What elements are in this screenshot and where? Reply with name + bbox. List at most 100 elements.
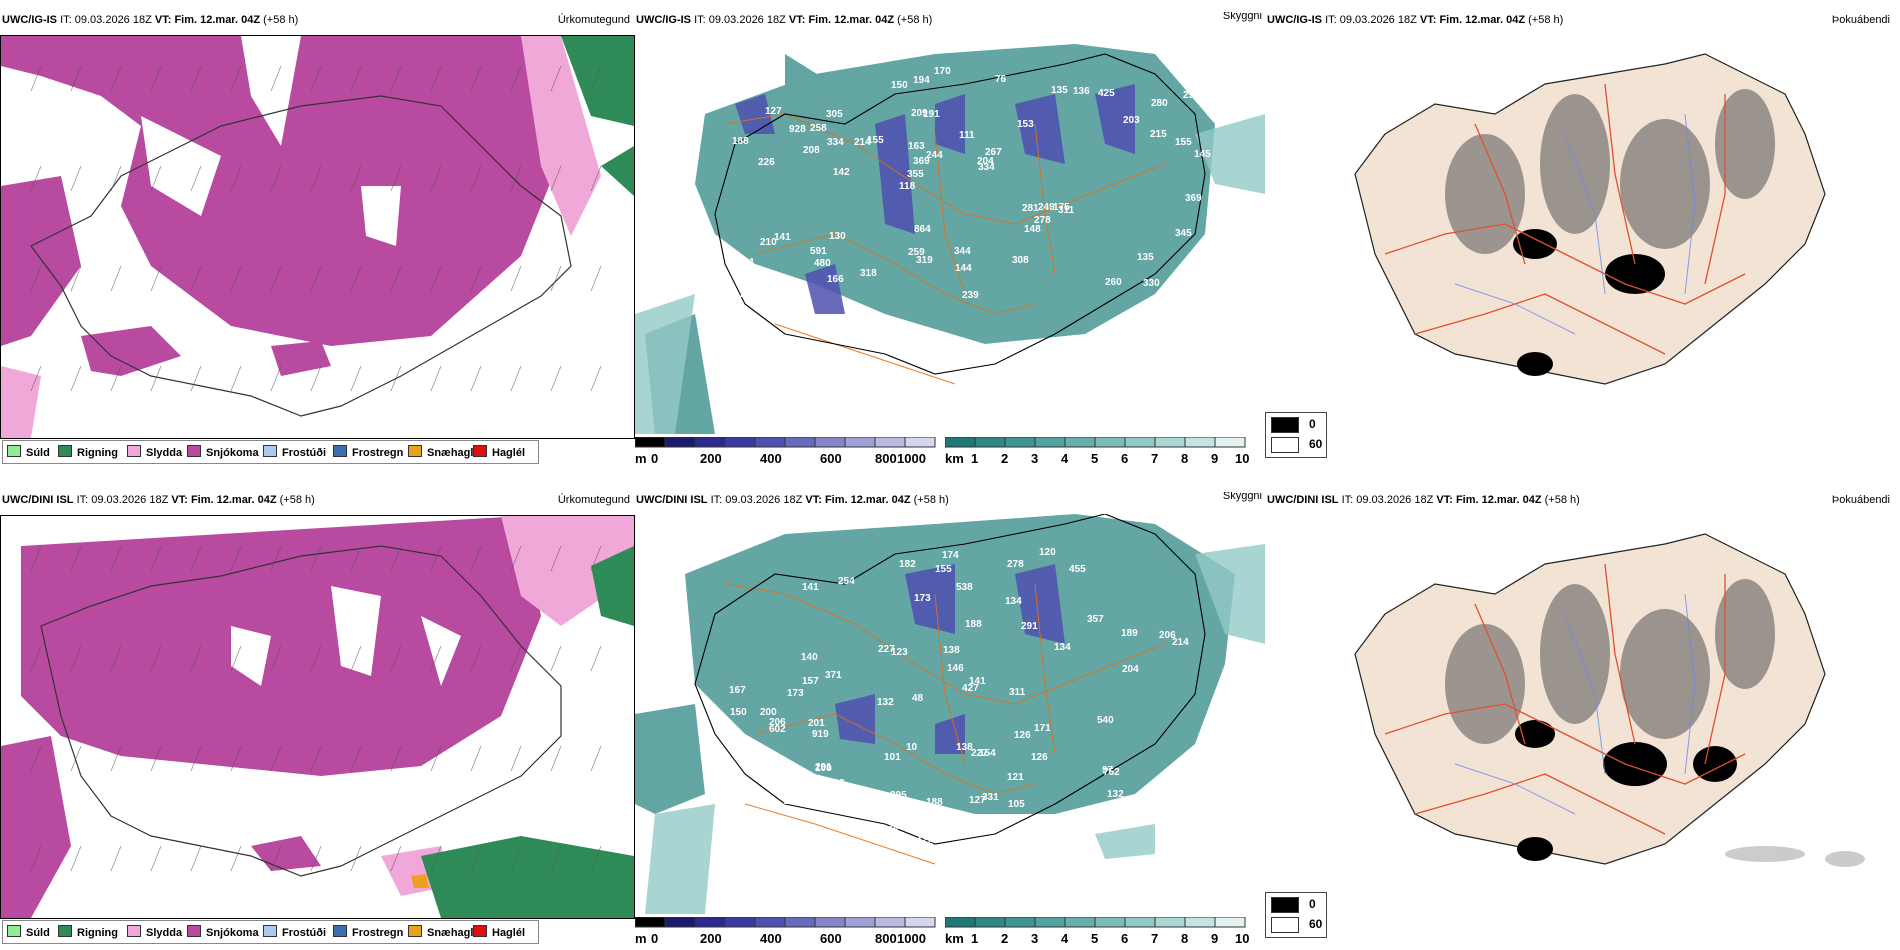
visibility-value-label: 170 [934,66,951,77]
visibility-value-label: 163 [908,141,925,152]
visibility-value-label: 278 [1007,559,1024,570]
panel-title: Þokuábendi [1831,494,1890,506]
visibility-value-label: 197 [740,70,757,81]
legend-item-snjokoma: Snjókoma [187,925,259,939]
model-name: UWC/DINI ISL [636,494,708,506]
fog-legend: 0 60 [1265,892,1327,938]
legend-swatch [408,925,422,937]
fog-legend-swatch [1271,896,1299,913]
visibility-value-label: 191 [923,109,940,120]
visibility-value-label: 142 [833,167,850,178]
visibility-value-label: 255 [779,285,796,296]
colorbar-km-swatches [945,437,1246,448]
visibility-value-label: 297 [784,796,801,807]
visibility-value-label: 345 [1175,228,1192,239]
legend-swatch [333,925,347,937]
visibility-value-label: 214 [854,137,871,148]
colorbar-tick: 3 [1031,451,1039,465]
visibility-value-label: 150 [891,80,908,91]
visibility-value-label: 174 [942,550,959,561]
legend-item-slydda: Slydda [127,925,182,939]
colorbar-tick: 200 [700,451,722,465]
colorbar-tick: 800 [875,451,897,465]
legend-item-rigning: Rigning [58,925,118,939]
visibility-map: 297 455 254 357 227 371 919 291 189 134 200 174 126 4… [635,514,1265,914]
visibility-value-label: 157 [802,676,819,687]
visibility-value-label: 100 [815,763,832,774]
legend-swatch [127,445,141,457]
visibility-value-label: 318 [860,268,877,279]
visibility-value-label: 105 [1008,799,1025,810]
visibility-value-label: 295 [890,790,907,801]
model-name: UWC/IG-IS [636,14,691,26]
visibility-value-label: 319 [916,255,933,266]
visibility-value-label: 331 [982,792,999,803]
colorbar-tick: 6 [1121,931,1129,945]
fog-panel-0: UWC/IG-IS IT: 09.03.2026 18Z VT: Fim. 12… [1265,12,1900,465]
visibility-value-label: 357 [1087,614,1104,625]
panel-title: Þokuábendi [1831,14,1890,26]
legend-item-snaehagl: Snæhagl [408,445,473,459]
precip-type-panel-1: UWC/DINI ISL IT: 09.03.2026 18Z VT: Fim.… [0,492,635,945]
visibility-value-label: 239 [748,830,765,841]
fog-legend-swatch [1271,436,1299,453]
legend-item-snjokoma: Snjókoma [187,445,259,459]
precip-legend: Súld Rigning Slydda Snjókoma Frostúði Fr… [2,440,539,464]
colorbar-tick: 3 [1031,931,1039,945]
visibility-label-group: 297 455 254 357 227 371 919 291 189 134 200 174 126 4… [729,547,1189,847]
colorbar-tick: 8 [1181,931,1189,945]
legend-swatch [127,925,141,937]
visibility-value-label: 188 [965,619,982,630]
fog-legend-item: 0 [1271,896,1316,913]
colorbar-unit: km [945,931,964,945]
panel-header: UWC/IG-IS IT: 09.03.2026 18Z VT: Fim. 12… [1267,14,1564,26]
visibility-value-label: 260 [1105,277,1122,288]
colorbar-m-swatches [635,437,936,448]
visibility-value-label: 127 [969,795,986,806]
colorbar-tick: 8 [1181,451,1189,465]
visibility-value-label: 141 [802,582,819,593]
model-name: UWC/IG-IS [1267,14,1322,26]
panel-header: UWC/IG-IS IT: 09.03.2026 18Z VT: Fim. 12… [636,14,933,26]
visibility-value-label: 752 [1103,767,1120,778]
visibility-value-label: 233 [740,289,757,300]
colorbar-m: m 0 200 400 600 800 1000 [635,437,945,465]
visibility-value-label: 188 [926,797,943,808]
visibility-value-label: 141 [969,676,986,687]
colorbar-tick: 7 [1151,451,1159,465]
colorbar-tick: 9 [1211,931,1219,945]
visibility-value-label: 141 [774,232,791,243]
visibility-value-label: 472 [916,836,933,847]
legend-swatch [187,445,201,457]
visibility-value-label: 167 [729,685,746,696]
visibility-value-label: 425 [1098,88,1115,99]
visibility-value-label: 155 [935,564,952,575]
visibility-value-label: 311 [1009,687,1026,698]
visibility-value-label: 135 [1051,85,1068,96]
visibility-value-label: 369 [913,156,930,167]
legend-swatch [7,925,21,937]
visibility-value-label: 120 [1039,547,1056,558]
visibility-value-label: 138 [943,645,960,656]
visibility-value-label: 203 [1123,115,1140,126]
model-name: UWC/IG-IS [2,14,57,26]
visibility-value-label: 344 [954,246,971,257]
visibility-value-label: 281 [1022,203,1039,214]
visibility-value-label: 292 [781,293,798,304]
legend-item-frostudi: Frostúði [263,925,326,939]
visibility-value-label: 118 [899,181,916,192]
legend-item-frostudi: Frostúði [263,445,326,459]
visibility-value-label: 919 [812,729,829,740]
colorbar-m: m 0 200 400 600 800 1000 [635,917,945,945]
colorbar-unit: m [635,931,647,945]
visibility-value-label: 153 [1017,119,1034,130]
visibility-value-label: 204 [977,156,994,167]
visibility-value-label: 239 [962,290,979,301]
colorbar-tick: 6 [1121,451,1129,465]
colorbar-tick: 10 [1235,451,1250,465]
colorbar-tick: 200 [700,931,722,945]
colorbar-unit: km [945,451,964,465]
panel-title: Skyggni [1222,492,1262,502]
visibility-value-label: 455 [1069,564,1086,575]
visibility-value-label: 132 [877,697,894,708]
